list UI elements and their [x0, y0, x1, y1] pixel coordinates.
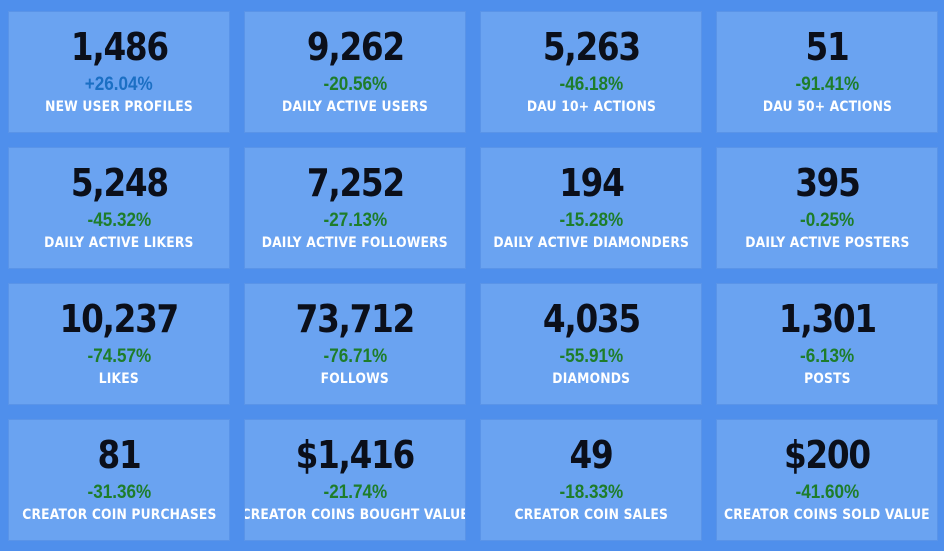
metric-label: POSTS: [803, 371, 851, 387]
metric-tile-creator-coin-purchases: 81 -31.36% CREATOR COIN PURCHASES: [8, 419, 230, 541]
metric-change: -27.13%: [323, 210, 387, 231]
metric-label: DAILY ACTIVE DIAMONDERS: [493, 235, 689, 251]
metric-label: DAU 50+ ACTIONS: [762, 99, 892, 115]
metric-value: $200: [784, 433, 871, 477]
metric-change: -76.71%: [323, 346, 387, 367]
metric-label: DAILY ACTIVE USERS: [281, 99, 429, 115]
metric-tile-daily-active-diamonders: 194 -15.28% DAILY ACTIVE DIAMONDERS: [480, 147, 702, 269]
metric-change: -15.28%: [559, 210, 623, 231]
metric-tile-creator-coins-bought-value: $1,416 -21.74% CREATOR COINS BOUGHT VALU…: [244, 419, 466, 541]
metric-tile-creator-coins-sold-value: $200 -41.60% CREATOR COINS SOLD VALUE: [716, 419, 938, 541]
metric-value: 10,237: [59, 297, 180, 341]
metric-tile-daily-active-followers: 7,252 -27.13% DAILY ACTIVE FOLLOWERS: [244, 147, 466, 269]
metric-label: CREATOR COINS BOUGHT VALUE: [244, 507, 466, 523]
metric-value: 5,248: [70, 161, 169, 205]
metric-change: -46.18%: [559, 74, 623, 95]
metric-label: NEW USER PROFILES: [45, 99, 193, 115]
metric-tile-dau-10-actions: 5,263 -46.18% DAU 10+ ACTIONS: [480, 11, 702, 133]
metric-value: 51: [805, 25, 850, 69]
metric-change: -6.13%: [799, 346, 855, 367]
metric-value: 1,301: [778, 297, 877, 341]
metric-change: -74.57%: [87, 346, 151, 367]
metric-label: DAU 10+ ACTIONS: [526, 99, 656, 115]
metric-label: DAILY ACTIVE FOLLOWERS: [261, 235, 449, 251]
metric-label: DAILY ACTIVE POSTERS: [744, 235, 910, 251]
metric-value: 1,486: [70, 25, 169, 69]
metric-tile-daily-active-users: 9,262 -20.56% DAILY ACTIVE USERS: [244, 11, 466, 133]
metric-label: DAILY ACTIVE LIKERS: [44, 235, 194, 251]
metric-value: 4,035: [542, 297, 641, 341]
metric-change: -41.60%: [795, 482, 859, 503]
metric-value: 81: [97, 433, 142, 477]
metric-change: -21.74%: [323, 482, 387, 503]
metric-label: CREATOR COIN SALES: [514, 507, 668, 523]
metric-label: CREATOR COIN PURCHASES: [21, 507, 217, 523]
metric-change: -20.56%: [323, 74, 387, 95]
metric-tile-dau-50-actions: 51 -91.41% DAU 50+ ACTIONS: [716, 11, 938, 133]
metric-change: -31.36%: [87, 482, 151, 503]
metric-value: $1,416: [295, 433, 416, 477]
metric-label: LIKES: [98, 371, 140, 387]
metric-tile-posts: 1,301 -6.13% POSTS: [716, 283, 938, 405]
metric-tile-diamonds: 4,035 -55.91% DIAMONDS: [480, 283, 702, 405]
metric-change: -0.25%: [799, 210, 855, 231]
metric-change: +26.04%: [84, 74, 153, 95]
metric-tile-likes: 10,237 -74.57% LIKES: [8, 283, 230, 405]
metric-value: 49: [569, 433, 614, 477]
metric-value: 395: [794, 161, 861, 205]
metric-tile-new-user-profiles: 1,486 +26.04% NEW USER PROFILES: [8, 11, 230, 133]
metric-value: 7,252: [306, 161, 405, 205]
metric-label: CREATOR COINS SOLD VALUE: [724, 507, 930, 523]
metric-tile-daily-active-likers: 5,248 -45.32% DAILY ACTIVE LIKERS: [8, 147, 230, 269]
metric-value: 5,263: [542, 25, 641, 69]
metric-tile-daily-active-posters: 395 -0.25% DAILY ACTIVE POSTERS: [716, 147, 938, 269]
metric-change: -18.33%: [559, 482, 623, 503]
metric-value: 73,712: [295, 297, 416, 341]
metric-tile-follows: 73,712 -76.71% FOLLOWS: [244, 283, 466, 405]
metric-change: -55.91%: [559, 346, 623, 367]
metric-value: 9,262: [306, 25, 405, 69]
metric-value: 194: [558, 161, 625, 205]
metric-tile-creator-coin-sales: 49 -18.33% CREATOR COIN SALES: [480, 419, 702, 541]
metric-change: -45.32%: [87, 210, 151, 231]
metric-label: FOLLOWS: [320, 371, 390, 387]
metric-label: DIAMONDS: [552, 371, 630, 387]
metric-change: -91.41%: [795, 74, 859, 95]
